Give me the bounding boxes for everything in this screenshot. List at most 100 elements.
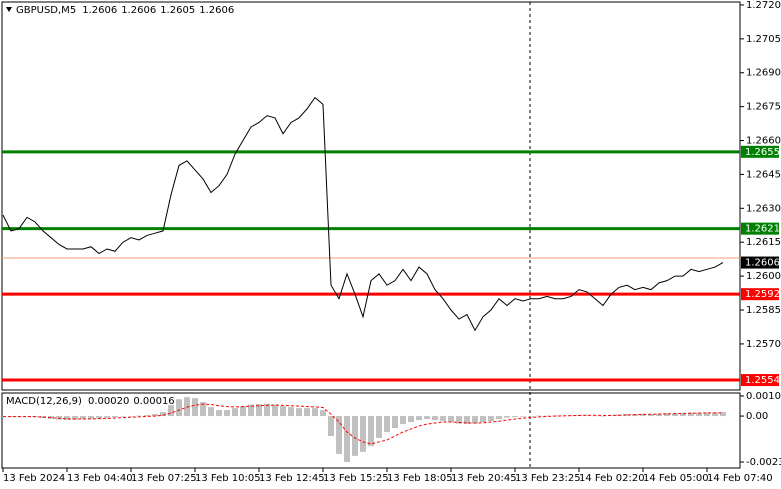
x-tick-label: 14 Feb 07:40 [707,473,773,484]
macd-bar [168,405,174,417]
y-tick-label: -0.00231 [746,457,781,468]
macd-bar [336,416,342,454]
macd-title: MACD(12,26,9) [6,396,82,407]
macd-bar [680,412,686,417]
macd-frame [1,392,741,469]
macd-bar [312,408,318,417]
macd-bar [280,406,286,417]
macd-bar [152,414,158,417]
macd-bar [496,416,502,420]
macd-bar [520,416,526,417]
level-label: 1.2621 [745,224,780,235]
symbol-title: GBPUSD,M5 [16,5,76,16]
macd-bar [472,416,478,424]
macd-bar [664,413,670,417]
macd-bar [320,410,326,417]
macd-bar [208,407,214,417]
y-tick-label: 1.2705 [746,34,781,45]
macd-bar [624,414,630,417]
macd-bar [384,416,390,432]
x-tick-label: 13 Feb 07:25 [131,473,197,484]
macd-bar [120,416,126,417]
macd-bar [408,416,414,423]
macd-bar [696,412,702,417]
y-tick-label: 0.00 [746,411,768,422]
macd-bar [344,416,350,463]
bid-label: 1.2606 [745,258,780,269]
macd-bar [264,403,270,417]
macd-bar [424,416,430,420]
macd-bar [536,415,542,417]
y-tick-label: 1.2675 [746,102,781,113]
x-tick-label: 13 Feb 15:25 [323,473,389,484]
ohlc-value: 1.2606 [82,5,117,16]
macd-bar [296,408,302,417]
macd-bar [248,404,254,417]
menu-arrow [6,7,12,12]
x-tick-label: 13 Feb 20:45 [451,473,517,484]
macd-bar [64,416,70,421]
y-tick-label: 1.2570 [746,339,781,350]
macd-bar [648,414,654,417]
macd-bar [224,410,230,417]
macd-bar [192,398,198,417]
macd-bar [432,416,438,421]
macd-bar [72,416,78,420]
price-line [2,96,724,332]
macd-bar [512,416,518,418]
macd-bar [600,416,606,417]
y-tick-label: 1.2630 [746,203,781,214]
macd-bar [232,408,238,417]
macd-bar [400,416,406,425]
x-tick-label: 13 Feb 2024 [3,473,65,484]
x-tick-label: 13 Feb 23:25 [515,473,581,484]
y-tick-label: 1.2585 [746,305,781,316]
level-label-box [741,145,779,158]
macd-bar [712,412,718,417]
macd-bar [720,412,726,417]
macd-bar [256,404,262,417]
macd-bar [584,415,590,417]
macd-bar [440,416,446,422]
macd-bar [360,416,366,452]
macd-bar [96,416,102,419]
macd-value: 0.00020 [88,396,129,407]
macd-bar [80,416,86,420]
x-tick-label: 14 Feb 02:20 [579,473,645,484]
ohlc-value: 1.2605 [160,5,195,16]
level-label: 1.2554 [745,375,780,386]
macd-bar [704,412,710,417]
macd-bar [376,416,382,438]
level-label: 1.2655 [745,147,780,158]
macd-bar [464,416,470,425]
ohlc-value: 1.2606 [121,5,156,16]
y-tick-label: 1.2690 [746,68,781,79]
macd-bar [488,416,494,422]
macd-bar [448,416,454,423]
x-tick-label: 14 Feb 05:00 [643,473,709,484]
macd-value: 0.00016 [133,396,174,407]
y-tick-label: 1.2720 [746,0,781,11]
y-tick-label: 0.00101 [746,391,781,402]
macd-bar [504,416,510,418]
macd-bar [368,416,374,446]
y-tick-label: 1.2615 [746,237,781,248]
macd-bar [104,416,110,418]
macd-bar [128,416,134,417]
x-tick-label: 13 Feb 12:45 [259,473,325,484]
signal-line [3,403,723,445]
macd-bar [456,416,462,424]
bid-label-box [741,256,779,269]
y-tick-label: 1.2600 [746,271,781,282]
ohlc-value: 1.2606 [199,5,234,16]
macd-bar [480,416,486,423]
macd-bar [24,416,30,417]
y-tick-label: 1.2660 [746,136,781,147]
macd-bar [200,402,206,417]
macd-bar [688,412,694,417]
macd-bar [328,416,334,436]
x-tick-label: 13 Feb 18:05 [387,473,453,484]
macd-bar [144,415,150,417]
